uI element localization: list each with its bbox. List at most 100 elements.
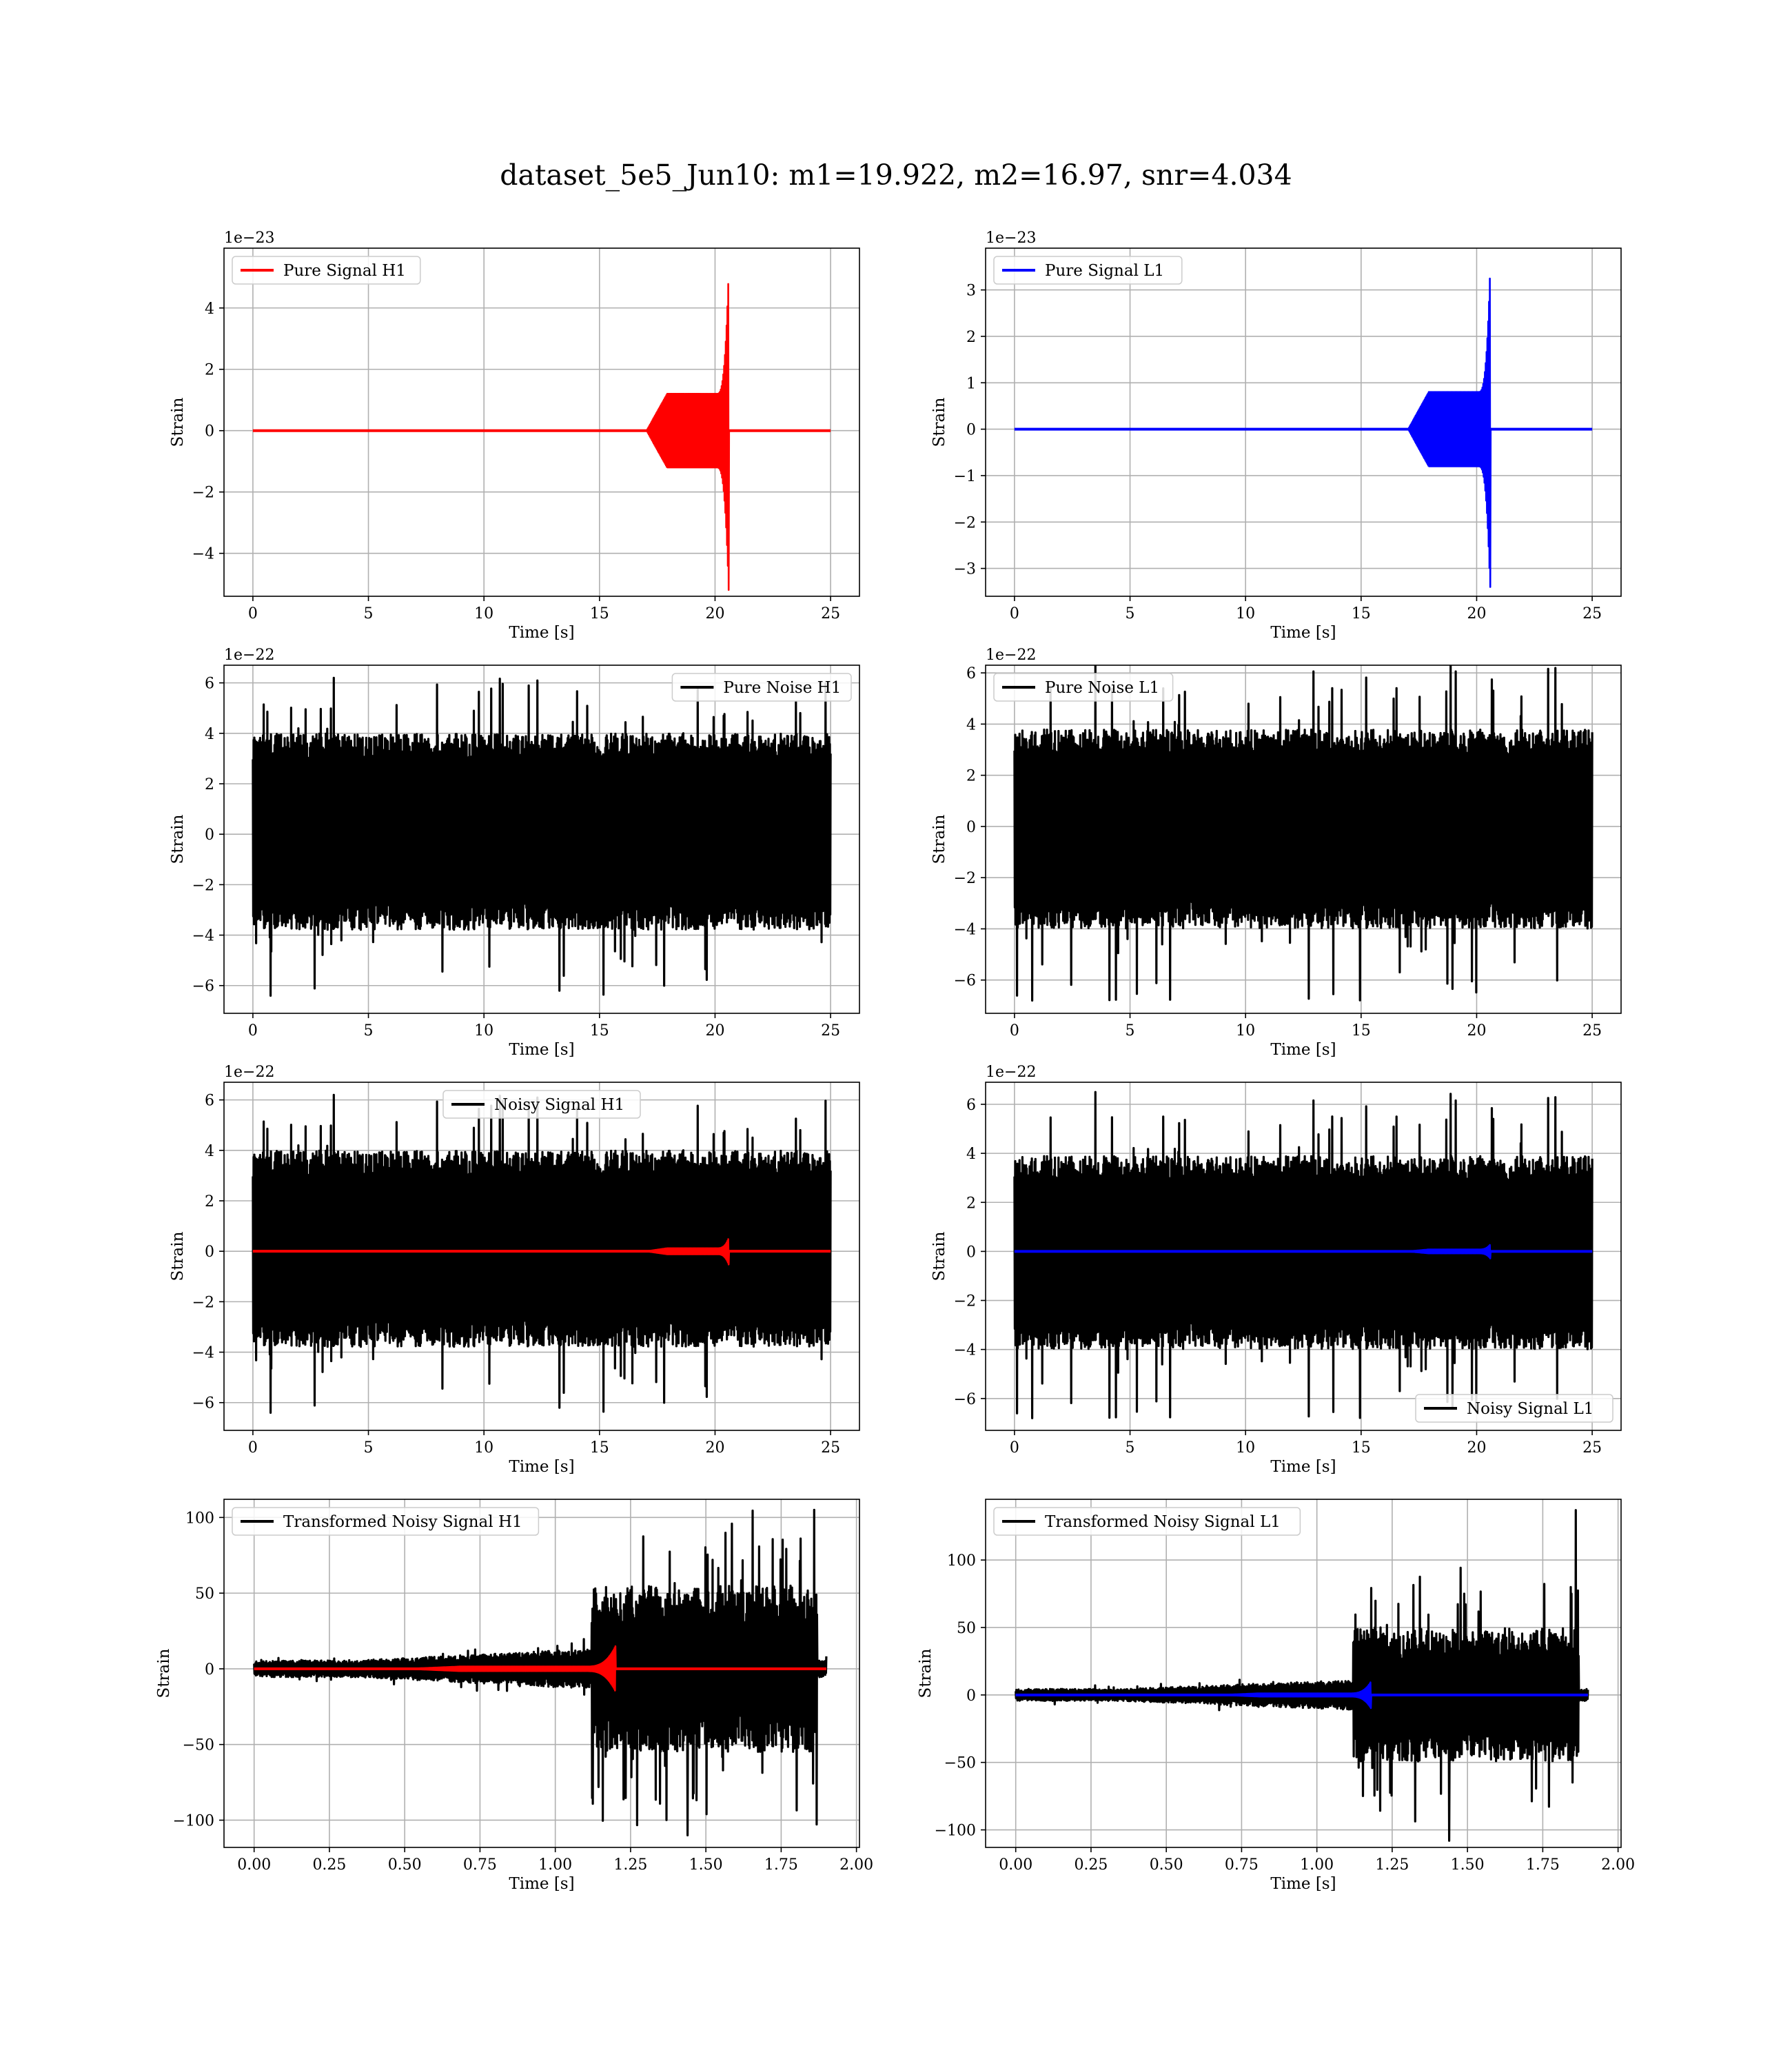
y-tick-label: 1 bbox=[966, 375, 976, 392]
legend: Noisy Signal L1 bbox=[1415, 1394, 1613, 1423]
legend: Pure Signal L1 bbox=[993, 256, 1183, 285]
plot-area bbox=[253, 1508, 828, 1836]
y-tick-label: 4 bbox=[205, 1143, 214, 1160]
legend: Transformed Noisy Signal L1 bbox=[993, 1507, 1301, 1536]
axes-frame bbox=[985, 1499, 1622, 1848]
y-offset-label: 1e−22 bbox=[224, 647, 274, 664]
y-tick-label: −2 bbox=[954, 870, 976, 887]
y-tick-label: 50 bbox=[957, 1620, 976, 1637]
x-tick-label: 5 bbox=[364, 1022, 374, 1040]
figure-title: dataset_5e5_Jun10: m1=19.922, m2=16.97, … bbox=[500, 159, 1292, 192]
y-tick-label: 2 bbox=[205, 776, 214, 793]
y-tick-label: −4 bbox=[192, 1345, 214, 1362]
x-tick-label: 20 bbox=[705, 1022, 724, 1040]
y-axis-label: Strain bbox=[169, 397, 187, 447]
y-offset-label: 1e−22 bbox=[224, 1064, 274, 1081]
x-tick-label: 10 bbox=[474, 1022, 493, 1040]
subplot-transformed-noisy-signal-l1: 0.00 0.25 0.50 0.75 1.00 1.25 1.50 1.75 2.00 −100… bbox=[917, 1499, 1635, 1893]
y-axis-label: Strain bbox=[930, 1231, 948, 1281]
y-tick-label: 0 bbox=[966, 1244, 976, 1261]
y-tick-label: 2 bbox=[966, 768, 976, 785]
legend-box bbox=[232, 256, 421, 285]
x-tick-label: 5 bbox=[1126, 1439, 1135, 1457]
x-tick-label: 25 bbox=[1582, 605, 1602, 622]
x-tick-label: 0.00 bbox=[237, 1856, 271, 1874]
x-axis-label: Time [s] bbox=[1270, 1875, 1336, 1893]
x-tick-label: 5 bbox=[1126, 605, 1135, 622]
x-tick-label: 0 bbox=[248, 605, 258, 622]
x-tick-label: 0 bbox=[248, 1022, 258, 1040]
y-tick-label: 0 bbox=[205, 1244, 214, 1261]
y-tick-label: −4 bbox=[954, 921, 976, 938]
x-tick-label: 0 bbox=[1010, 1439, 1019, 1457]
x-axis-label: Time [s] bbox=[1270, 1458, 1336, 1476]
legend: Pure Noise H1 bbox=[671, 673, 852, 702]
y-tick-label: −1 bbox=[954, 468, 976, 485]
series-line-pure-noise-l1 bbox=[1013, 665, 1594, 1002]
axes-frame bbox=[985, 665, 1622, 1014]
legend-label: Transformed Noisy Signal H1 bbox=[283, 1513, 522, 1531]
legend-label: Pure Noise H1 bbox=[723, 679, 841, 697]
y-tick-label: 0 bbox=[966, 819, 976, 836]
x-tick-label: 0.00 bbox=[999, 1856, 1032, 1874]
series-line-noisy-signal-h1 bbox=[252, 1093, 832, 1414]
y-tick-label: 0 bbox=[966, 1687, 976, 1705]
axes-frame bbox=[223, 1499, 860, 1848]
series-line-pure-noise-h1 bbox=[252, 676, 832, 997]
y-tick-label: 0 bbox=[205, 827, 214, 844]
x-tick-label: 0 bbox=[1010, 1022, 1019, 1040]
y-offset-label: 1e−23 bbox=[224, 230, 274, 247]
subplot-pure-signal-l1: 0 5 10 15 20 25 −3 −2 −1 0 1 2 3 1e−23 Time [s] Strain P… bbox=[930, 230, 1622, 642]
plot-area bbox=[1014, 277, 1593, 588]
y-tick-label: 6 bbox=[205, 1093, 214, 1110]
y-tick-label: 2 bbox=[966, 329, 976, 346]
x-tick-label: 5 bbox=[364, 1439, 374, 1457]
x-tick-label: 15 bbox=[590, 1439, 609, 1457]
y-axis-label: Strain bbox=[169, 814, 187, 864]
x-tick-label: 25 bbox=[1582, 1022, 1602, 1040]
x-tick-label: 10 bbox=[474, 1439, 493, 1457]
x-axis-label: Time [s] bbox=[1270, 624, 1336, 642]
x-tick-label: 0 bbox=[248, 1439, 258, 1457]
x-tick-label: 0.50 bbox=[1150, 1856, 1183, 1874]
legend: Pure Signal H1 bbox=[232, 256, 421, 285]
x-tick-label: 10 bbox=[1236, 1022, 1255, 1040]
legend-box bbox=[1415, 1394, 1613, 1423]
y-tick-label: 100 bbox=[185, 1510, 214, 1527]
x-tick-label: 1.75 bbox=[764, 1856, 798, 1874]
y-tick-label: 4 bbox=[966, 1146, 976, 1163]
plot-area bbox=[1015, 1509, 1589, 1842]
x-axis-label: Time [s] bbox=[1270, 1041, 1336, 1059]
plot-area bbox=[1013, 665, 1594, 1002]
x-tick-label: 15 bbox=[1352, 1439, 1371, 1457]
legend-label: Pure Noise L1 bbox=[1045, 679, 1159, 697]
legend-box bbox=[993, 256, 1183, 285]
legend-label: Pure Signal H1 bbox=[283, 262, 406, 280]
series-line-transformed-noisy-signal-h1 bbox=[253, 1508, 828, 1836]
x-tick-label: 25 bbox=[821, 1022, 840, 1040]
x-tick-label: 2.00 bbox=[839, 1856, 873, 1874]
y-tick-label: −6 bbox=[954, 1391, 976, 1408]
x-tick-label: 0.75 bbox=[1225, 1856, 1259, 1874]
y-tick-label: −4 bbox=[954, 1342, 976, 1359]
legend-label: Noisy Signal H1 bbox=[494, 1096, 624, 1114]
x-tick-label: 25 bbox=[821, 1439, 840, 1457]
series-line-pure-signal-l1 bbox=[1014, 277, 1593, 588]
y-tick-label: −50 bbox=[944, 1755, 976, 1772]
legend-label: Transformed Noisy Signal L1 bbox=[1045, 1513, 1281, 1531]
y-tick-label: 6 bbox=[966, 665, 976, 682]
plot-area bbox=[1013, 1091, 1594, 1419]
series-line-pure-signal-h1 bbox=[252, 283, 831, 591]
y-tick-label: −6 bbox=[192, 1395, 214, 1412]
y-tick-label: −4 bbox=[192, 928, 214, 945]
y-tick-label: −50 bbox=[183, 1737, 214, 1754]
y-tick-label: 6 bbox=[205, 676, 214, 693]
x-tick-label: 1.25 bbox=[1375, 1856, 1409, 1874]
x-tick-label: 20 bbox=[1467, 1439, 1486, 1457]
legend-box bbox=[232, 1507, 540, 1536]
y-tick-label: 2 bbox=[966, 1195, 976, 1212]
subplot-pure-noise-h1: 0 5 10 15 20 25 −6 −4 −2 0 2 4 6 1e−22 Time [s] Strain P… bbox=[169, 647, 860, 1059]
x-tick-label: 0 bbox=[1010, 605, 1019, 622]
y-tick-label: 3 bbox=[966, 283, 976, 300]
